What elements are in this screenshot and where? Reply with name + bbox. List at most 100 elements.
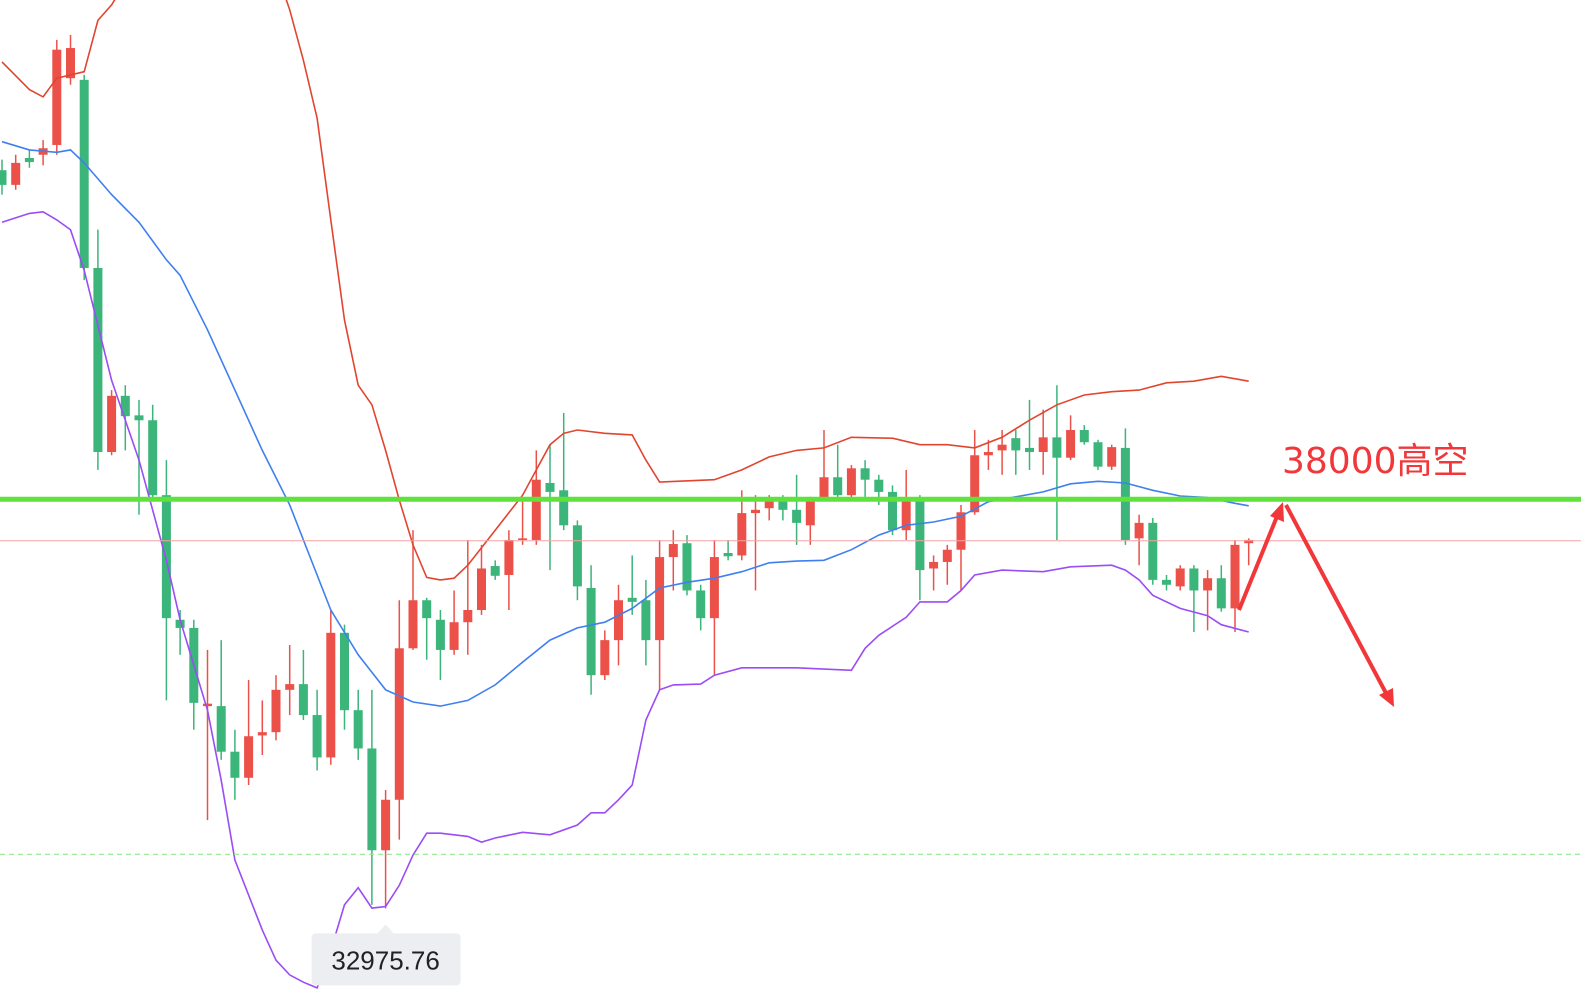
candle-body xyxy=(161,495,171,619)
candle-body xyxy=(381,799,391,851)
candle-body xyxy=(778,497,788,510)
candle-body xyxy=(463,610,473,623)
candle-body xyxy=(559,490,569,526)
candle-body xyxy=(942,549,952,562)
candle-body xyxy=(298,684,308,716)
candle-body xyxy=(449,622,459,650)
arrow-head xyxy=(1270,502,1284,522)
candle-body xyxy=(353,710,363,749)
candle-body xyxy=(572,525,582,587)
candle-body xyxy=(627,597,637,602)
candle-body xyxy=(1134,522,1144,539)
candle-body xyxy=(764,500,774,509)
candle-body xyxy=(1148,522,1158,580)
candle-body xyxy=(1216,578,1226,609)
candle-body xyxy=(93,267,103,453)
candle-body xyxy=(833,477,843,496)
candle-body xyxy=(203,703,212,707)
candle-body xyxy=(11,162,21,185)
candle-body xyxy=(792,509,802,523)
candle-body xyxy=(929,561,939,569)
candle-body xyxy=(367,748,377,851)
candle-body xyxy=(244,736,254,778)
candle-body xyxy=(435,619,445,650)
candle-body xyxy=(66,48,75,79)
candle-body xyxy=(997,444,1007,451)
candle-body xyxy=(271,689,281,733)
candle-body xyxy=(408,600,418,649)
candle-body xyxy=(860,468,870,480)
candle-body xyxy=(312,715,322,758)
candle-body xyxy=(915,500,925,571)
candle-body xyxy=(1066,430,1076,458)
label-pointer xyxy=(377,924,394,934)
candle-body xyxy=(394,648,404,800)
candle-body xyxy=(24,157,34,163)
candle-body xyxy=(1120,447,1130,540)
candle-body xyxy=(956,512,966,550)
candle-body xyxy=(518,538,528,540)
candle-body xyxy=(655,557,665,641)
candle-body xyxy=(216,706,226,752)
candle-body xyxy=(1025,447,1034,453)
band-line xyxy=(1,0,1249,581)
labels: 32975.76 38000高空 xyxy=(311,441,1469,986)
candle-body xyxy=(874,479,884,492)
candle-body xyxy=(751,509,760,514)
candle-body xyxy=(709,557,719,619)
candle-body xyxy=(175,619,185,628)
candle-body xyxy=(120,395,130,417)
candle-body xyxy=(970,455,980,513)
arrow-head xyxy=(1379,688,1394,707)
candles xyxy=(0,35,1254,909)
candle-body xyxy=(490,566,500,576)
candle-body xyxy=(1189,568,1199,591)
candle-body xyxy=(1011,438,1021,451)
candle-body xyxy=(1079,430,1089,443)
candle-body xyxy=(545,482,555,492)
band-line xyxy=(1,210,1249,989)
candle-body xyxy=(340,632,349,711)
arrows xyxy=(1237,502,1394,707)
low-label: 32975.76 xyxy=(331,945,439,975)
candle-body xyxy=(682,543,692,591)
candle-body xyxy=(600,640,610,676)
candle-body xyxy=(1230,544,1240,609)
annotation: 38000高空 xyxy=(1282,441,1469,482)
candle-body xyxy=(326,632,336,758)
candle-body xyxy=(696,590,706,619)
candle-body xyxy=(1203,578,1213,591)
bands xyxy=(1,0,1249,989)
candle-body xyxy=(983,452,993,456)
candle-body xyxy=(107,395,117,453)
candle-body xyxy=(285,684,295,690)
candle-body xyxy=(1052,437,1062,458)
candle-body xyxy=(1038,437,1048,453)
candle-body xyxy=(614,600,623,641)
candle-body xyxy=(230,751,240,778)
candle-body xyxy=(477,568,486,611)
band-line xyxy=(1,140,1249,707)
candle-body xyxy=(1107,447,1117,467)
candle-body xyxy=(901,500,911,531)
candle-body xyxy=(586,588,596,676)
candle-body xyxy=(79,79,89,268)
candle-body xyxy=(257,732,267,736)
candle-body xyxy=(1162,579,1171,585)
levels xyxy=(0,496,1581,855)
candle-body xyxy=(723,552,733,557)
candle-body xyxy=(737,513,747,556)
candle-body xyxy=(819,477,829,498)
candle-body xyxy=(1175,568,1185,587)
candle-body xyxy=(1093,442,1103,467)
candle-body xyxy=(0,170,7,185)
candle-body xyxy=(531,479,541,540)
arrow-up xyxy=(1237,513,1280,611)
candle-body xyxy=(641,600,651,641)
candle-body xyxy=(668,544,678,558)
candle-body xyxy=(148,420,158,496)
candle-body xyxy=(504,539,514,575)
candle-body xyxy=(422,600,432,619)
